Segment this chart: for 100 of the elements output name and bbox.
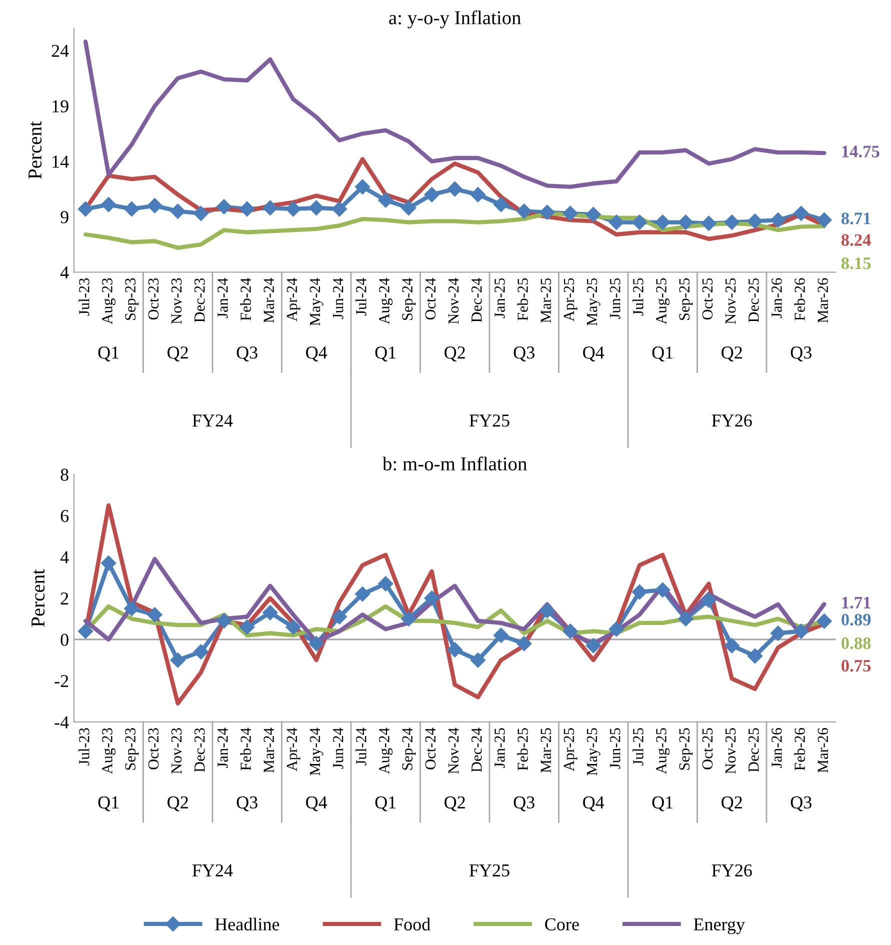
x-tick-label: Jan-26 xyxy=(772,728,782,768)
point xyxy=(170,204,186,219)
x-tick-label: Nov-25 xyxy=(725,278,736,324)
point xyxy=(262,605,278,620)
x-tick-label: Aug-24 xyxy=(379,728,393,774)
legend-label: Headline xyxy=(215,918,280,930)
point xyxy=(193,206,208,221)
point xyxy=(378,576,394,592)
point xyxy=(516,636,532,652)
x-tick-label: Apr-25 xyxy=(564,728,578,772)
point xyxy=(562,206,578,221)
point xyxy=(147,198,162,214)
y-tick-label: 8 xyxy=(60,468,68,481)
x-tick-label: Jul-23 xyxy=(78,728,90,766)
x-tick-label: Dec-25 xyxy=(748,728,759,772)
y-tick-label: 19 xyxy=(52,100,68,112)
chart-title: a: y-o-y Inflation xyxy=(389,10,521,28)
chart-title: b: m-o-m Inflation xyxy=(382,456,527,471)
point xyxy=(332,201,347,217)
text: Q3 xyxy=(514,796,534,812)
point xyxy=(308,636,324,652)
point xyxy=(701,592,716,608)
text: Q3 xyxy=(514,346,534,362)
y-tick-label: -4 xyxy=(54,716,69,728)
point xyxy=(608,622,624,637)
y-tick-label: 9 xyxy=(60,211,68,224)
x-tick-label: Sep-24 xyxy=(402,728,416,770)
point xyxy=(332,609,347,624)
point xyxy=(586,206,601,222)
x-tick-label: Feb-24 xyxy=(240,728,251,770)
point xyxy=(308,200,324,216)
point xyxy=(101,556,116,571)
point xyxy=(770,212,786,228)
point xyxy=(401,200,416,216)
y-axis-title: Percent xyxy=(32,569,45,627)
point xyxy=(193,644,208,660)
x-tick-label: Aug-23 xyxy=(102,728,116,774)
text: Q3 xyxy=(236,796,258,812)
text: Q1 xyxy=(98,346,119,362)
line-series xyxy=(83,40,826,189)
text: Q2 xyxy=(168,796,188,812)
point xyxy=(493,196,509,212)
x-tick-label: May-25 xyxy=(586,728,600,776)
x-tick-label: Sep-25 xyxy=(679,728,693,770)
x-tick-label: Mar-24 xyxy=(264,278,274,323)
x-tick-label: Jun-25 xyxy=(610,728,620,769)
x-tick-label: Jul-25 xyxy=(632,728,644,766)
y-tick-label: 2 xyxy=(60,592,68,604)
point xyxy=(240,620,255,635)
x-tick-label: Jan-24 xyxy=(218,728,228,768)
x-tick-label: Nov-24 xyxy=(448,278,459,324)
point xyxy=(216,613,232,628)
x-tick-label: Aug-25 xyxy=(656,728,670,774)
point xyxy=(632,214,648,230)
x-tick-label: Aug-23 xyxy=(102,278,116,324)
text: Q2 xyxy=(168,346,188,362)
x-tick-label: Oct-23 xyxy=(148,728,159,770)
text: FY25 xyxy=(469,414,510,427)
x-tick-label: Oct-24 xyxy=(425,278,436,320)
x-tick-label: Feb-24 xyxy=(240,278,251,321)
point xyxy=(101,196,116,212)
x-tick-label: Jul-25 xyxy=(632,278,644,316)
text: FY26 xyxy=(712,864,752,876)
x-tick-label: Jul-23 xyxy=(78,278,90,316)
point xyxy=(794,206,809,221)
x-tick-label: Dec-24 xyxy=(472,728,482,772)
point xyxy=(170,652,186,668)
text: Q3 xyxy=(790,346,812,362)
point xyxy=(540,204,555,220)
data-label: 14.75 xyxy=(842,146,880,158)
point xyxy=(608,214,624,230)
point xyxy=(816,212,832,228)
text: Q3 xyxy=(236,346,258,362)
point xyxy=(794,624,809,639)
point xyxy=(378,192,394,208)
x-tick-label: Oct-25 xyxy=(702,728,713,770)
point xyxy=(724,214,740,230)
point xyxy=(655,214,670,230)
point xyxy=(124,600,140,616)
x-tick-label: Jun-25 xyxy=(610,278,620,319)
x-tick-label: Jan-24 xyxy=(218,278,228,318)
point xyxy=(562,624,578,639)
point xyxy=(78,624,94,639)
text: Q3 xyxy=(790,796,812,812)
point xyxy=(216,199,232,214)
x-tick-label: Sep-23 xyxy=(125,278,139,320)
y-tick-label: 6 xyxy=(60,510,69,522)
point xyxy=(470,652,486,668)
x-tick-label: Sep-24 xyxy=(402,278,416,320)
point xyxy=(147,607,162,622)
x-tick-label: Oct-23 xyxy=(148,278,159,320)
x-tick-label: Jan-25 xyxy=(494,278,505,318)
point xyxy=(816,614,832,629)
x-tick-label: Dec-23 xyxy=(194,278,205,322)
x-tick-label: Apr-25 xyxy=(564,278,578,322)
point xyxy=(447,181,462,197)
x-tick-label: Nov-23 xyxy=(171,278,182,324)
point xyxy=(124,201,140,217)
x-tick-label: Feb-26 xyxy=(794,728,805,770)
x-tick-label: Oct-24 xyxy=(425,728,436,770)
